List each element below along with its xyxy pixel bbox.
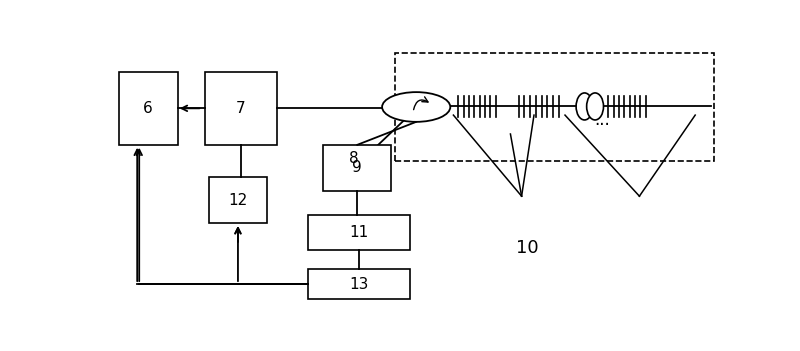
Ellipse shape	[576, 93, 593, 120]
Text: 11: 11	[350, 225, 369, 240]
Text: 7: 7	[236, 101, 246, 116]
Text: 8: 8	[350, 151, 359, 166]
Bar	[308, 215, 410, 250]
Bar	[209, 177, 267, 223]
Text: 10: 10	[517, 239, 539, 257]
Text: 13: 13	[349, 277, 369, 292]
Bar	[206, 72, 277, 145]
Circle shape	[382, 92, 450, 122]
Text: ...: ...	[594, 112, 610, 130]
Text: 6: 6	[143, 101, 153, 116]
Bar	[323, 145, 391, 191]
Ellipse shape	[586, 93, 603, 120]
Text: 9: 9	[353, 160, 362, 175]
Bar	[118, 72, 178, 145]
Bar	[308, 269, 410, 299]
Text: 12: 12	[228, 193, 247, 208]
Bar	[394, 53, 714, 161]
